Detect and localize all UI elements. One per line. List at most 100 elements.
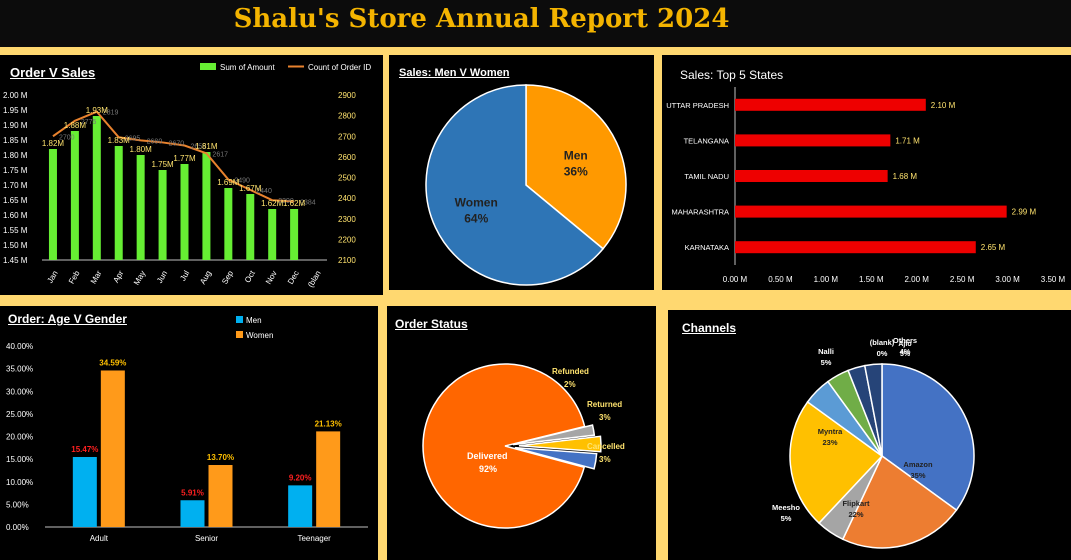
x-tick-label: 1.00 M [814,275,839,284]
pie-slice-myntra [789,400,884,525]
bar-sum-of-amount [136,155,145,260]
bar-data-label: 1.67M [239,184,262,193]
top-states-panel: Sales: Top 5 States 0.00 M 0.50 M 1.00 M 1.… [662,55,1071,290]
pie-label-name: Flipkart [842,499,870,508]
y-tick-label: 20.00% [6,433,33,442]
x-tick-label: Dec [286,269,301,286]
bar-data-label: 1.93M [86,106,109,115]
line-data-label: 2490 [234,178,250,185]
pie-label-percent: 35% [910,471,925,480]
pie-label-name: Nalli [818,347,834,356]
bar-data-label: 21.13% [315,419,342,428]
x-tick-label: Oct [243,268,257,284]
line-data-label: 2819 [103,110,119,117]
line-data-label: 2695 [125,135,141,142]
bar-data-label: 1.71 M [895,136,920,145]
pie-label-name: Meesho [772,503,800,512]
bar-data-label: 1.81M [195,142,218,151]
bar-data-label: 1.68 M [893,172,918,181]
bar-sum-of-amount [180,164,189,260]
line-count-of-order-id [52,110,295,203]
pie-label-percent: 23% [822,438,837,447]
age-v-gender-title: Order: Age V Gender [8,312,127,326]
top-states-title: Sales: Top 5 States [680,68,784,82]
bar-data-label: 13.70% [207,453,234,462]
bar-data-label: 2.10 M [931,101,956,110]
y-tick-right-label: 2700 [338,132,356,141]
line-data-label: 2384 [300,199,316,206]
pie-label-name: (blank) [870,338,895,347]
channels-title: Channels [682,321,737,335]
pie-label-percent: 64% [464,211,488,225]
top-states-chart: 0.00 M 0.50 M 1.00 M 1.50 M 2.00 M 2.50 M 3.00… [666,87,1066,284]
y-category-label: TELANGANA [684,136,729,145]
x-tick-label: 2.50 M [950,275,975,284]
y-tick-left-label: 1.65 M [3,196,28,205]
legend-swatch-amount [200,63,216,70]
bar-women [316,431,341,527]
legend-label-amount: Sum of Amount [220,63,275,72]
men-v-women-panel: Sales: Men V Women Men 36% Women 64% [389,55,654,290]
y-category-label: MAHARASHTRA [671,208,729,217]
x-category-label: Teenager [297,534,331,543]
channels-panel: Channels Amazon 35% Flipkart 22% Meesho 5% Myn… [668,310,1071,560]
y-tick-label: 25.00% [6,410,33,419]
bar-sum-of-amount [114,146,123,260]
pie-slice-returned [518,435,602,453]
y-tick-right-label: 2800 [338,112,356,121]
legend-swatch-men [236,316,243,323]
y-tick-right-label: 2300 [338,215,356,224]
y-tick-left-label: 2.00 M [3,91,28,100]
y-tick-left-label: 1.85 M [3,136,28,145]
y-tick-left-label: 1.95 M [3,106,28,115]
pie-label-name: Men [564,149,588,163]
x-tick-label: Jul [178,269,191,283]
x-category-label: Senior [195,534,218,543]
bar-state-sales [735,241,976,254]
bar-sum-of-amount [158,170,167,260]
line-data-label: 2655 [191,144,207,151]
line-data-label: 2670 [169,140,185,147]
pie-label-percent: 2% [564,380,576,389]
bar-women [208,465,233,527]
x-category-label: Adult [90,534,109,543]
pie-label-name: Women [455,195,498,209]
bar-sum-of-amount [290,209,299,260]
pie-label-name: Amazon [903,460,933,469]
line-data-label: 2440 [256,188,272,195]
x-tick-label: Aug [198,269,213,286]
pie-slice-refunded [512,424,596,446]
channels-chart: Amazon 35% Flipkart 22% Meesho 5% Myntra 23% Nal… [772,336,975,549]
y-tick-right-label: 2200 [338,235,356,244]
bar-data-label: 1.88M [64,121,87,130]
y-tick-right-label: 2900 [338,91,356,100]
bar-data-label: 2.65 M [981,243,1006,252]
pie-label-name: Delivered [467,451,508,461]
line-data-label: 2775 [81,119,97,126]
pie-slice-cancelled [514,446,598,470]
x-tick-label: Jun [155,269,169,285]
order-v-sales-panel: Order V Sales 1.45 M 1.50 M 1.55 M 1.60 M 1.… [0,55,383,295]
x-tick-label: 1.50 M [859,275,884,284]
y-tick-left-label: 1.55 M [3,226,28,235]
pie-slice-women [425,84,605,286]
y-tick-right-label: 2400 [338,194,356,203]
line-data-label: 2390 [278,198,294,205]
y-tick-left-label: 1.80 M [3,151,28,160]
x-tick-label: 2.00 M [904,275,929,284]
order-status-panel: Order Status Delivered 92% Refunded 2% Retur… [387,306,656,560]
bar-data-label: 1.80M [130,145,153,154]
x-tick-label: 0.50 M [768,275,793,284]
pie-slice-ajio [863,363,883,457]
legend-swatch-women [236,331,243,338]
x-tick-label: 3.50 M [1041,275,1066,284]
order-status-chart: Delivered 92% Refunded 2% Returned 3% Cancelle… [422,363,625,529]
y-tick-right-label: 2500 [338,174,356,183]
y-tick-left-label: 1.60 M [3,211,28,220]
bar-data-label: 2.99 M [1012,208,1037,217]
age-v-gender-chart: 0.00% 5.00% 10.00% 15.00% 20.00% 25.00% 30.00%… [6,316,368,543]
x-tick-label: Nov [264,269,279,286]
y-tick-left-label: 1.50 M [3,241,28,250]
pie-label-name: Others [893,336,917,345]
bar-data-label: 1.69M [217,178,240,187]
